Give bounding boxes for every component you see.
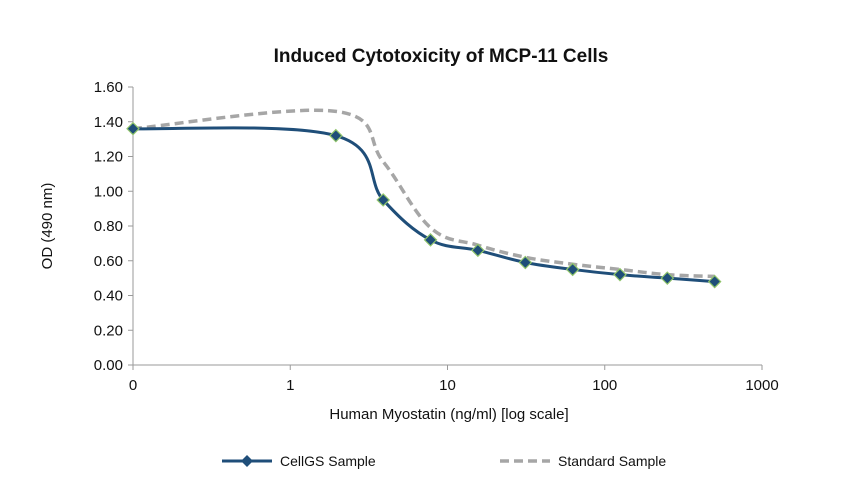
y-tick-label: 1.60 (94, 79, 123, 96)
y-axis-ticks: 0.00 0.20 0.40 0.60 0.80 1.00 1.20 1.40 1.60 (94, 79, 133, 374)
x-tick-label: 1000 (745, 377, 778, 394)
legend-label: Standard Sample (558, 453, 666, 469)
y-tick-label: 0.00 (94, 357, 123, 374)
y-tick-label: 1.20 (94, 149, 123, 166)
x-axis-label: Human Myostatin (ng/ml) [log scale] (329, 406, 568, 423)
data-point (126, 121, 140, 136)
legend-item: Standard Sample (500, 453, 666, 469)
series-line-cellgs-sample (132, 126, 715, 284)
y-tick-label: 0.80 (94, 218, 123, 235)
data-point (518, 255, 533, 270)
data-point (376, 193, 391, 207)
legend-marker (241, 455, 253, 467)
data-point (660, 271, 675, 285)
data-point (707, 274, 722, 289)
y-tick-label: 1.00 (94, 183, 123, 200)
y-tick-label: 0.40 (94, 288, 123, 305)
x-axis-ticks: 0 1 10 100 1000 (129, 365, 779, 394)
series-line-standard-sample (132, 108, 715, 279)
data-point (329, 128, 343, 143)
data-point (423, 233, 438, 247)
legend-item: CellGS Sample (222, 453, 376, 469)
y-tick-label: 0.20 (94, 322, 123, 339)
y-tick-label: 1.40 (94, 114, 123, 131)
y-tick-label: 0.60 (94, 253, 123, 270)
plot-area: 0.00 0.20 0.40 0.60 0.80 1.00 1.20 1.40 1.60 0 1 1… (94, 79, 779, 394)
series-layer (126, 108, 722, 289)
x-tick-label: 10 (439, 377, 456, 394)
legend: CellGS Sample Standard Sample (222, 453, 666, 469)
x-tick-label: 1 (286, 377, 294, 394)
chart-title: Induced Cytotoxicity of MCP-11 Cells (274, 46, 609, 67)
data-point (471, 243, 485, 258)
data-point (613, 267, 627, 282)
x-tick-label: 0 (129, 377, 137, 394)
x-tick-label: 100 (592, 377, 617, 394)
y-axis-label: OD (490 nm) (39, 183, 56, 270)
legend-label: CellGS Sample (280, 453, 376, 469)
data-point (565, 262, 580, 277)
